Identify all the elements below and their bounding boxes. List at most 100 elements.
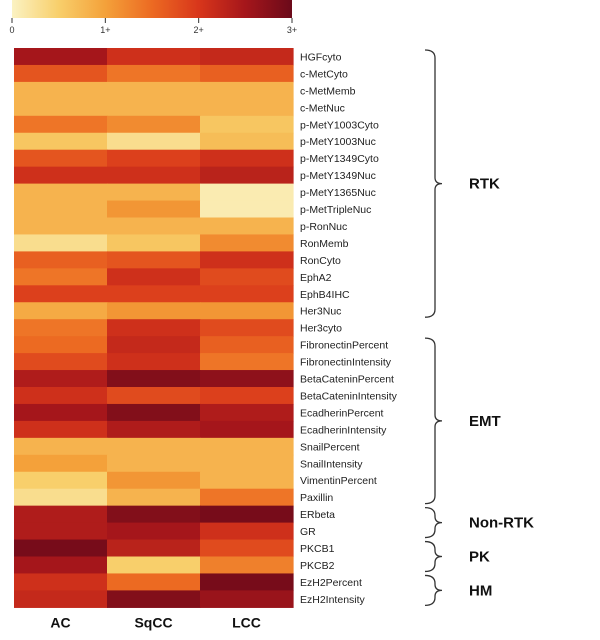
group-brace	[424, 507, 443, 539]
row-label: Her3cyto	[300, 323, 342, 335]
row-label: EcadherinIntensity	[300, 424, 387, 436]
heatmap-cell	[200, 302, 294, 320]
row-label: FibronectinIntensity	[300, 357, 392, 369]
row-label: c-MetMemb	[300, 85, 356, 97]
heatmap-cell	[107, 437, 201, 456]
column-label: SqCC	[134, 614, 172, 630]
heatmap-cell	[200, 370, 294, 388]
heatmap-cell	[14, 285, 108, 303]
heatmap-cell	[14, 370, 108, 388]
heatmap-cell	[14, 573, 108, 591]
heatmap-cell	[200, 217, 294, 236]
row-label: EzH2Intensity	[300, 594, 366, 606]
row-label: EcadherinPercent	[300, 407, 384, 419]
row-label: BetaCateninPercent	[300, 374, 394, 386]
heatmap-cell	[14, 539, 108, 558]
heatmap-cell	[107, 522, 201, 541]
heatmap-cell	[200, 166, 294, 185]
row-label: p-MetY1003Nuc	[300, 136, 376, 148]
heatmap-cell	[107, 471, 201, 490]
row-labels: HGFcyto c-MetCyto c-MetMemb c-MetNuc p-MetY1…	[300, 51, 398, 605]
colorbar-tick-label: 0	[9, 25, 14, 35]
heatmap-cell	[200, 183, 294, 202]
row-label: FibronectinPercent	[300, 340, 388, 352]
heatmap-cell	[14, 420, 108, 439]
group-brackets: RTK EMT Non-RTK PK HM	[424, 49, 534, 606]
heatmap-cell	[14, 132, 108, 151]
heatmap-cell	[14, 200, 108, 219]
heatmap-cell	[200, 98, 294, 117]
heatmap-cell	[200, 251, 294, 269]
colorbar-tick-label: 3+	[287, 25, 297, 35]
row-label: SnailIntensity	[300, 458, 363, 470]
row-label: p-RonNuc	[300, 221, 347, 233]
heatmap-cells	[14, 48, 294, 608]
heatmap-cell	[200, 556, 294, 575]
row-label: p-MetY1349Cyto	[300, 153, 379, 165]
heatmap-cell	[107, 403, 201, 422]
heatmap-cell	[200, 522, 294, 541]
column-label: LCC	[232, 614, 261, 630]
heatmap-cell	[14, 556, 108, 575]
heatmap-cell	[107, 166, 201, 185]
row-label: SnailPercent	[300, 441, 360, 453]
heatmap-cell	[14, 64, 108, 83]
group-label: Non-RTK	[469, 515, 534, 532]
heatmap-cell	[107, 115, 201, 134]
colorbar-tick-label: 2+	[194, 25, 204, 35]
heatmap-cell	[200, 488, 294, 507]
heatmap-cell	[200, 590, 294, 608]
heatmap-cell	[14, 488, 108, 507]
heatmap-cell	[14, 115, 108, 134]
heatmap-cell	[107, 590, 201, 608]
heatmap-cell	[200, 437, 294, 456]
row-label: ERbeta	[300, 509, 335, 521]
heatmap-cell	[14, 234, 108, 252]
heatmap-cell	[14, 353, 108, 371]
heatmap-cell	[200, 573, 294, 591]
colorbar-gradient	[12, 0, 292, 18]
row-label: EzH2Percent	[300, 577, 362, 589]
heatmap-cell	[14, 302, 108, 320]
heatmap-cell	[107, 251, 201, 269]
heatmap-cell	[107, 302, 201, 320]
row-label: PKCB1	[300, 543, 335, 555]
heatmap-cell	[107, 387, 201, 405]
colorbar-tick-label: 1+	[100, 25, 110, 35]
row-label: p-MetY1349Nuc	[300, 170, 376, 182]
heatmap-cell	[200, 115, 294, 134]
row-label: EphA2	[300, 272, 332, 284]
row-label: VimentinPercent	[300, 475, 377, 487]
group-brace	[424, 49, 443, 318]
heatmap-cell	[107, 217, 201, 236]
column-label: AC	[50, 614, 70, 630]
heatmap-cell	[200, 420, 294, 439]
heatmap-cell	[107, 505, 201, 524]
row-label: c-MetCyto	[300, 68, 348, 80]
heatmap-cell	[107, 234, 201, 252]
heatmap-cell	[14, 590, 108, 608]
heatmap-cell	[14, 217, 108, 236]
heatmap-cell	[200, 353, 294, 371]
heatmap-cell	[107, 454, 201, 473]
heatmap-cell	[107, 420, 201, 439]
row-label: PKCB2	[300, 560, 335, 572]
heatmap-cell	[107, 200, 201, 219]
heatmap-cell	[200, 505, 294, 524]
heatmap-cell	[200, 336, 294, 354]
heatmap-cell	[14, 183, 108, 202]
heatmap-cell	[14, 149, 108, 168]
heatmap-cell	[200, 471, 294, 490]
row-label: GR	[300, 526, 316, 538]
heatmap-cell	[14, 81, 108, 100]
heatmap-cell	[200, 132, 294, 151]
heatmap-cell	[14, 454, 108, 473]
heatmap-cell	[14, 98, 108, 117]
heatmap-cell	[107, 81, 201, 100]
row-label: p-MetTripleNuc	[300, 204, 371, 216]
heatmap-cell	[107, 319, 201, 337]
row-label: c-MetNuc	[300, 102, 345, 114]
heatmap-cell	[107, 556, 201, 575]
heatmap-cell	[107, 98, 201, 117]
